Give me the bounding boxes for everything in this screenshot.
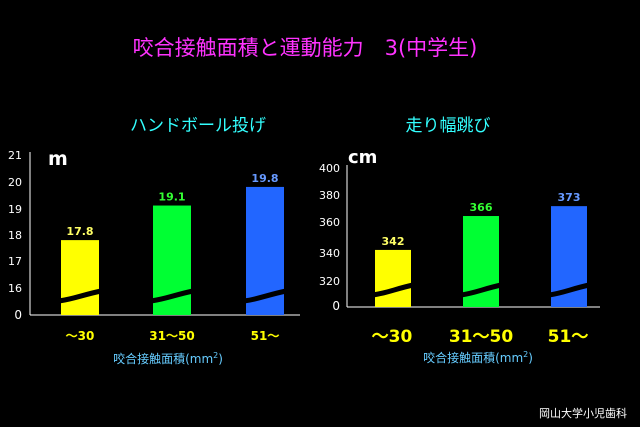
y-tick-label: 19 — [8, 203, 22, 216]
bars: 17.8 19.1 19.8 — [56, 172, 289, 315]
value-label: 19.1 — [158, 191, 185, 204]
axis-break-mark — [56, 288, 104, 304]
x-axis-label-text: 咬合接触面積(mm — [113, 351, 213, 366]
x-axis-label-sup: 2 — [213, 351, 218, 360]
y-tick-label: 380 — [319, 189, 340, 202]
credit-text: 岡山大学小児歯科 — [539, 406, 627, 420]
axis-break-mark — [148, 288, 196, 304]
y-tick-label: 400 — [319, 162, 340, 175]
value-label: 342 — [382, 235, 405, 248]
value-label: 19.8 — [251, 172, 278, 185]
y-tick-label: 360 — [319, 216, 340, 229]
y-tick-label: 17 — [8, 255, 22, 268]
category-label: 〜30 — [372, 327, 413, 347]
category-label: 51〜 — [251, 329, 280, 343]
category-labels: 〜30 31〜50 51〜 — [372, 327, 589, 347]
chart-long-jump: 走り幅跳び cm 400 380 360 340 320 0 342 366 373… — [319, 116, 600, 365]
x-axis-label-text: 咬合接触面積(mm — [423, 350, 523, 365]
y-tick-label: 340 — [319, 247, 340, 260]
y-tick-label: 16 — [8, 282, 22, 295]
y-tick-labels: 21 20 19 18 17 16 0 — [8, 149, 22, 322]
y-tick-label: 18 — [8, 229, 22, 242]
bar — [375, 249, 411, 307]
slide-title: 咬合接触面積と運動能力 3(中学生) — [133, 36, 478, 60]
x-axis-label: 咬合接触面積(mm2) — [423, 350, 533, 365]
category-label: 31〜50 — [449, 327, 513, 347]
chart-handball: ハンドボール投げ m 21 20 19 18 17 16 0 17.819.11… — [8, 116, 300, 366]
x-axis-label-close: ) — [528, 351, 533, 365]
y-tick-label: 20 — [8, 176, 22, 189]
unit-label: cm — [348, 147, 377, 168]
y-tick-label: 21 — [8, 149, 22, 162]
y-tick-labels: 400 380 360 340 320 0 — [319, 162, 340, 313]
x-axis-label-close: ) — [218, 352, 223, 366]
category-label: 51〜 — [548, 327, 589, 347]
x-axis-label: 咬合接触面積(mm2) — [113, 351, 223, 366]
y-tick-label: 320 — [319, 275, 340, 288]
category-labels: 〜30 31〜50 51〜 — [66, 329, 280, 343]
axis-break-mark — [546, 282, 592, 298]
bar — [61, 240, 99, 315]
axis-break-mark — [241, 288, 289, 304]
chart-title: 走り幅跳び — [406, 116, 491, 136]
y-tick-label: 0 — [14, 308, 22, 322]
axis-break-mark — [370, 282, 416, 298]
y-tick-label: 0 — [332, 299, 340, 313]
axis-break-mark — [458, 282, 504, 298]
category-label: 31〜50 — [149, 329, 194, 343]
bars: 342 366 373 — [370, 191, 592, 307]
category-label: 〜30 — [66, 329, 95, 343]
chart-title: ハンドボール投げ — [130, 116, 266, 136]
value-label: 373 — [558, 191, 581, 204]
x-axis-label-sup: 2 — [523, 350, 528, 359]
unit-label: m — [48, 148, 68, 170]
value-label: 17.8 — [66, 225, 93, 238]
value-label: 366 — [470, 201, 493, 214]
